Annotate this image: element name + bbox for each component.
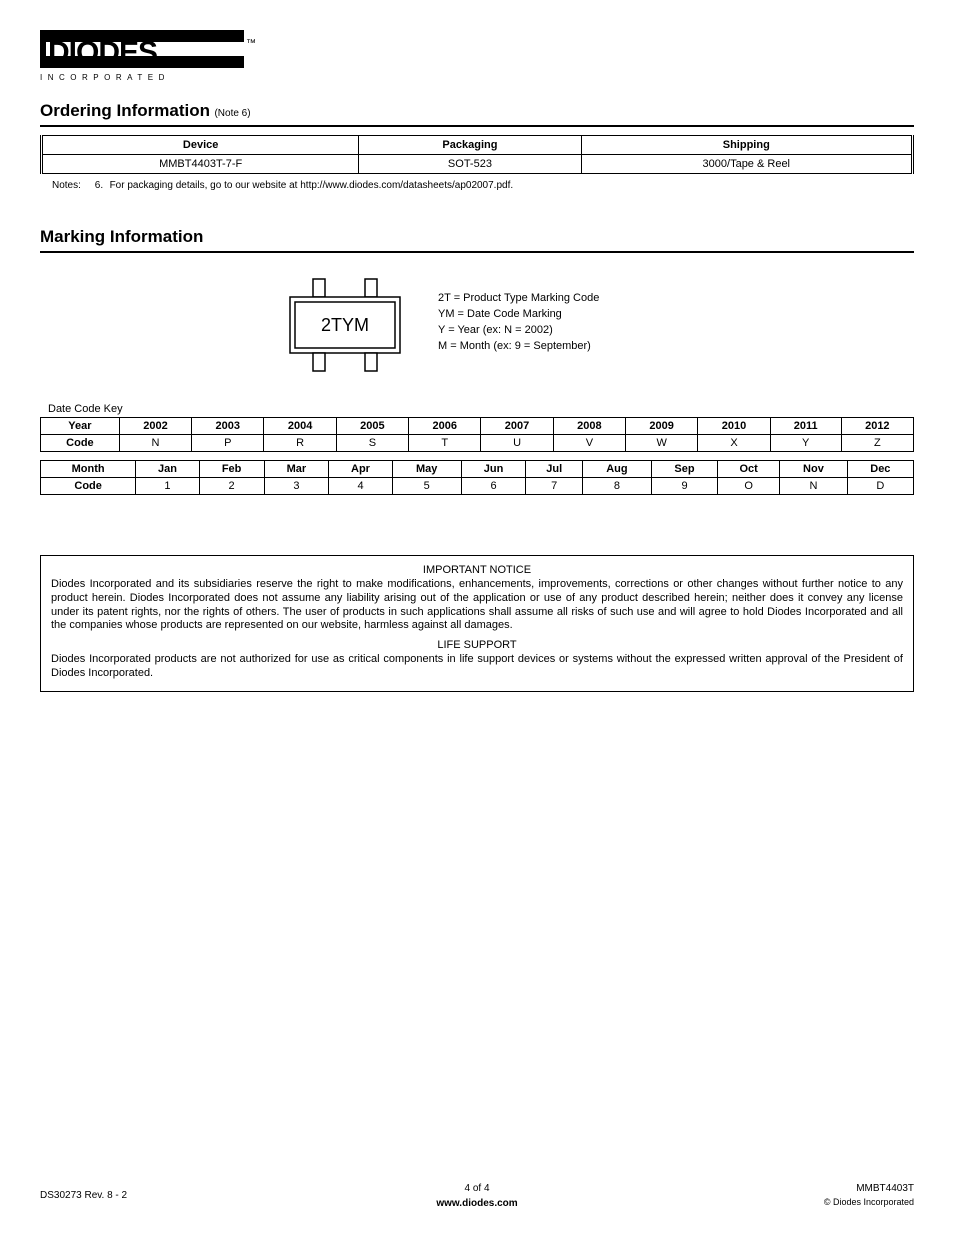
svg-text:INCORPORATED: INCORPORATED	[40, 73, 170, 82]
marking-section: Marking Information 2TYM 2T = Product Ty…	[40, 227, 914, 495]
table-cell: 7	[526, 478, 583, 495]
table-cell: Jun	[461, 461, 526, 478]
table-cell: R	[264, 435, 336, 452]
month-code-table: MonthJanFebMarAprMayJunJulAugSepOctNovDe…	[40, 460, 914, 495]
table-cell: Apr	[329, 461, 392, 478]
svg-text:DIODES: DIODES	[48, 36, 157, 69]
section-divider	[40, 251, 914, 253]
year-code-table: Year200220032004200520062007200820092010…	[40, 417, 914, 452]
table-cell: Mar	[264, 461, 329, 478]
table-cell: N	[780, 478, 848, 495]
section-divider	[40, 125, 914, 127]
ordering-td-packaging: SOT-523	[359, 155, 581, 174]
table-cell: 2006	[409, 418, 481, 435]
table-cell: D	[847, 478, 913, 495]
page-footer: DS30273 Rev. 8 - 2 4 of 4 www.diodes.com…	[40, 1181, 914, 1211]
marking-line-2: YM = Date Code Marking	[438, 307, 599, 323]
note-text: For packaging details, go to our website…	[110, 180, 514, 191]
table-cell: Feb	[199, 461, 264, 478]
table-cell: X	[698, 435, 770, 452]
table-cell: 2002	[119, 418, 191, 435]
marking-line-4: M = Month (ex: 9 = September)	[438, 339, 599, 355]
table-cell: 1	[136, 478, 199, 495]
notes-label: Notes:	[52, 180, 92, 191]
table-rowlabel: Year	[41, 418, 120, 435]
life-support-title: LIFE SUPPORT	[51, 639, 903, 651]
important-notice-box: IMPORTANT NOTICE Diodes Incorporated and…	[40, 555, 914, 692]
marking-line-3: Y = Year (ex: N = 2002)	[438, 323, 599, 339]
marking-title: Marking Information	[40, 227, 203, 246]
table-rowlabel: Code	[41, 478, 136, 495]
table-cell: N	[119, 435, 191, 452]
ordering-note-suffix: (Note 6)	[214, 108, 250, 119]
table-cell: 8	[582, 478, 651, 495]
table-cell: T	[409, 435, 481, 452]
ordering-notes: Notes: 6. For packaging details, go to o…	[52, 180, 914, 191]
table-rowlabel: Code	[41, 435, 120, 452]
table-cell: 2004	[264, 418, 336, 435]
table-cell: U	[481, 435, 553, 452]
notice-title: IMPORTANT NOTICE	[51, 564, 903, 576]
table-cell: 2010	[698, 418, 770, 435]
table-cell: May	[392, 461, 461, 478]
table-cell: 2003	[192, 418, 264, 435]
table-cell: P	[192, 435, 264, 452]
ordering-table: Device Packaging Shipping MMBT4403T-7-F …	[40, 135, 914, 174]
ordering-td-shipping: 3000/Tape & Reel	[581, 155, 912, 174]
table-cell: 9	[651, 478, 717, 495]
table-cell: 2	[199, 478, 264, 495]
svg-text:2TYM: 2TYM	[321, 315, 369, 335]
ordering-td-device: MMBT4403T-7-F	[42, 155, 359, 174]
life-support-body: Diodes Incorporated products are not aut…	[51, 653, 903, 681]
footer-part-number: MMBT4403T	[824, 1182, 914, 1196]
table-rowlabel: Month	[41, 461, 136, 478]
table-cell: V	[553, 435, 625, 452]
table-cell: W	[626, 435, 698, 452]
table-cell: 5	[392, 478, 461, 495]
table-cell: 3	[264, 478, 329, 495]
table-cell: 2011	[770, 418, 841, 435]
table-cell: 2007	[481, 418, 553, 435]
table-cell: Sep	[651, 461, 717, 478]
footer-copyright: © Diodes Incorporated	[824, 1196, 914, 1209]
footer-revision: DS30273 Rev. 8 - 2	[40, 1190, 127, 1201]
table-cell: Jan	[136, 461, 199, 478]
marking-line-1: 2T = Product Type Marking Code	[438, 291, 599, 307]
footer-url: www.diodes.com	[40, 1196, 914, 1211]
footer-page-number: 4 of 4	[40, 1181, 914, 1196]
ordering-th-packaging: Packaging	[359, 136, 581, 155]
date-code-key-label: Date Code Key	[48, 403, 914, 415]
table-cell: 6	[461, 478, 526, 495]
svg-text:™: ™	[246, 38, 256, 49]
table-cell: 2009	[626, 418, 698, 435]
table-cell: 2005	[336, 418, 408, 435]
notice-body: Diodes Incorporated and its subsidiaries…	[51, 578, 903, 633]
marking-description: 2T = Product Type Marking Code YM = Date…	[438, 291, 599, 355]
note-number: 6.	[95, 180, 107, 191]
table-cell: Oct	[718, 461, 780, 478]
table-cell: Nov	[780, 461, 848, 478]
ordering-th-shipping: Shipping	[581, 136, 912, 155]
table-cell: 2012	[841, 418, 913, 435]
table-cell: 2008	[553, 418, 625, 435]
table-cell: Z	[841, 435, 913, 452]
ordering-section: Ordering Information (Note 6) Device Pac…	[40, 101, 914, 191]
ordering-th-device: Device	[42, 136, 359, 155]
chip-diagram: 2TYM	[280, 273, 410, 373]
table-cell: S	[336, 435, 408, 452]
table-cell: Aug	[582, 461, 651, 478]
table-cell: Dec	[847, 461, 913, 478]
table-cell: Jul	[526, 461, 583, 478]
table-cell: Y	[770, 435, 841, 452]
table-cell: 4	[329, 478, 392, 495]
table-cell: O	[718, 478, 780, 495]
ordering-title: Ordering Information	[40, 101, 210, 120]
brand-logo: DIODES ™ INCORPORATED	[40, 30, 914, 89]
